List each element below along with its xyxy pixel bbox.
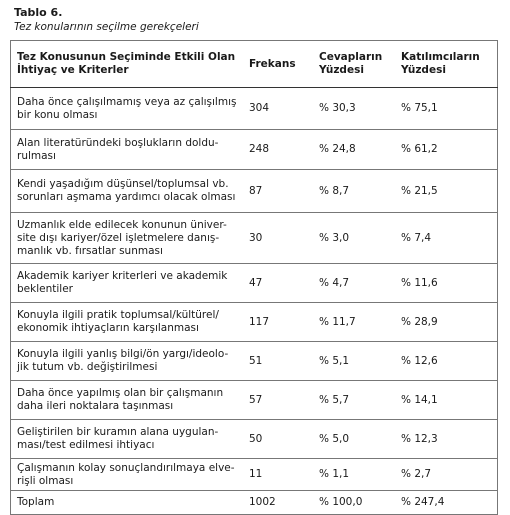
table-cell: 51: [243, 341, 313, 381]
table-cell: % 2,7: [395, 458, 498, 491]
table-cell: Toplam: [10, 490, 243, 515]
header-cell: Tez Konusunun Seçiminde Etkili Olan İhti…: [10, 40, 243, 88]
table-title: Tablo 6.: [14, 6, 63, 19]
table-cell: 117: [243, 302, 313, 342]
table-cell: 304: [243, 87, 313, 130]
table-cell: % 8,7: [313, 169, 395, 213]
header-cell: Frekans: [243, 40, 313, 88]
table-cell: 1002: [243, 490, 313, 515]
table-cell: % 61,2: [395, 129, 498, 170]
table-subtitle: Tez konularının seçilme gerekçeleri: [14, 21, 199, 33]
table-row: Toplam 1002% 100,0% 247,4: [10, 490, 498, 515]
table-cell: % 100,0: [313, 490, 395, 515]
table-cell: % 3,0: [313, 212, 395, 264]
table-cell: % 7,4: [395, 212, 498, 264]
table-cell: Uzmanlık elde edilecek konunun üniver- s…: [10, 212, 243, 264]
data-table: Tez Konusunun Seçiminde Etkili Olan İhti…: [10, 40, 498, 515]
table-cell: 11: [243, 458, 313, 491]
table-row: Daha önce çalışılmamış veya az çalışılmı…: [10, 87, 498, 130]
table-row: Konuyla ilgili yanlış bilgi/ön yargı/ide…: [10, 341, 498, 381]
table-row: Konuyla ilgili pratik toplumsal/kültürel…: [10, 302, 498, 342]
table-cell: % 11,7: [313, 302, 395, 342]
table-row: Çalışmanın kolay sonuçlandırılmaya elve-…: [10, 458, 498, 491]
table-row: Akademik kariyer kriterleri ve akademik …: [10, 263, 498, 303]
table-cell: % 11,6: [395, 263, 498, 303]
table-cell: % 4,7: [313, 263, 395, 303]
table-cell: % 28,9: [395, 302, 498, 342]
table-cell: % 12,3: [395, 419, 498, 459]
table-row: Kendi yaşadığım düşünsel/toplumsal vb. s…: [10, 169, 498, 213]
table-cell: Daha önce çalışılmamış veya az çalışılmı…: [10, 87, 243, 130]
table-cell: 50: [243, 419, 313, 459]
table-cell: % 5,0: [313, 419, 395, 459]
table-cell: % 247,4: [395, 490, 498, 515]
header-cell: Cevapların Yüzdesi: [313, 40, 395, 88]
table-cell: 248: [243, 129, 313, 170]
table-cell: % 1,1: [313, 458, 395, 491]
table-cell: 57: [243, 380, 313, 420]
table-cell: % 30,3: [313, 87, 395, 130]
table-row: Daha önce yapılmış olan bir çalışmanın d…: [10, 380, 498, 420]
table-cell: Konuyla ilgili pratik toplumsal/kültürel…: [10, 302, 243, 342]
table-cell: % 14,1: [395, 380, 498, 420]
header-row: Tez Konusunun Seçiminde Etkili Olan İhti…: [10, 40, 498, 88]
table-cell: Geliştirilen bir kuramın alana uygulan- …: [10, 419, 243, 459]
table-row: Geliştirilen bir kuramın alana uygulan- …: [10, 419, 498, 459]
table-cell: % 75,1: [395, 87, 498, 130]
table-cell: % 24,8: [313, 129, 395, 170]
table-row: Uzmanlık elde edilecek konunun üniver- s…: [10, 212, 498, 264]
table-cell: Akademik kariyer kriterleri ve akademik …: [10, 263, 243, 303]
table-cell: Konuyla ilgili yanlış bilgi/ön yargı/ide…: [10, 341, 243, 381]
table-cell: % 21,5: [395, 169, 498, 213]
table-cell: % 12,6: [395, 341, 498, 381]
table-cell: Alan literatüründeki boşlukların doldu- …: [10, 129, 243, 170]
header-cell: Katılımcıların Yüzdesi: [395, 40, 498, 88]
table-cell: % 5,1: [313, 341, 395, 381]
table-cell: % 5,7: [313, 380, 395, 420]
table-cell: 47: [243, 263, 313, 303]
table-cell: Daha önce yapılmış olan bir çalışmanın d…: [10, 380, 243, 420]
table-cell: 87: [243, 169, 313, 213]
table-cell: Kendi yaşadığım düşünsel/toplumsal vb. s…: [10, 169, 243, 213]
table-row: Alan literatüründeki boşlukların doldu- …: [10, 129, 498, 170]
table-cell: 30: [243, 212, 313, 264]
table-cell: Çalışmanın kolay sonuçlandırılmaya elve-…: [10, 458, 243, 491]
